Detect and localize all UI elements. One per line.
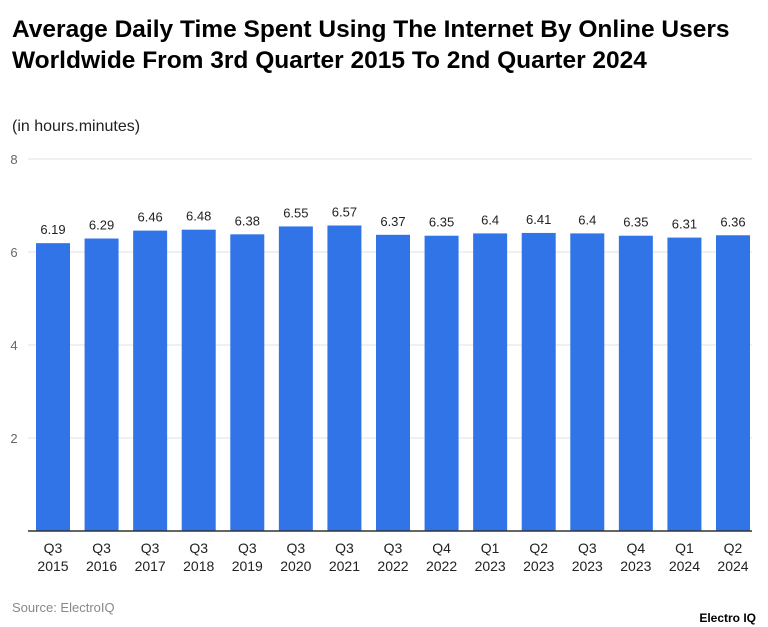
x-tick-label: 2024 [717,558,748,574]
bar [424,235,459,531]
bar [618,235,653,531]
bar [230,234,265,531]
data-label: 6.29 [89,218,114,233]
x-tick-label: Q2 [724,540,743,556]
data-label: 6.31 [672,217,697,232]
x-tick-label: 2020 [280,558,311,574]
x-tick-label: Q2 [529,540,548,556]
data-label: 6.35 [623,215,648,230]
x-tick-label: 2015 [37,558,68,574]
x-tick-label: 2016 [86,558,117,574]
data-label: 6.41 [526,212,551,227]
source-note: Source: ElectroIQ [12,600,115,615]
x-tick-label: Q3 [578,540,597,556]
y-tick-label: 6 [10,245,17,260]
bar [36,243,70,532]
x-tick-label: Q3 [384,540,403,556]
x-tick-label: 2017 [135,558,166,574]
x-tick-label: Q4 [432,540,451,556]
y-tick-label: 8 [10,152,17,167]
x-tick-label: Q4 [627,540,646,556]
x-tick-label: Q3 [141,540,160,556]
data-label: 6.4 [578,212,596,227]
x-tick-label: Q1 [481,540,500,556]
bar [473,233,508,531]
data-label: 6.35 [429,215,454,230]
bar [521,232,556,531]
bar [667,237,702,531]
data-label: 6.37 [380,214,405,229]
x-tick-label: 2018 [183,558,214,574]
x-tick-label: Q3 [335,540,354,556]
x-tick-label: 2019 [232,558,263,574]
bar [181,229,216,531]
x-tick-label: 2024 [669,558,700,574]
bar-chart: 2 4 6 8 6.19 Q3 2015 6.29 Q3 2016 6.46 Q3 2017 6.48 Q3… [10,152,752,574]
x-tick-label: Q3 [238,540,257,556]
x-tick-label: 2022 [426,558,457,574]
x-tick-label: 2023 [620,558,651,574]
chart-title: Average Daily Time Spent Using The Inter… [12,16,730,74]
x-tick-label: 2023 [572,558,603,574]
x-tick-label: Q3 [287,540,306,556]
x-tick-label: 2023 [523,558,554,574]
data-label: 6.55 [283,205,308,220]
data-label: 6.38 [235,213,260,228]
data-label: 6.4 [481,212,499,227]
data-label: 6.46 [137,210,162,225]
x-tick-label: Q1 [675,540,694,556]
data-label: 6.48 [186,209,211,224]
x-tick-label: Q3 [189,540,208,556]
bar [278,226,313,532]
brand-logo: Electro IQ [699,611,756,625]
y-tick-label: 4 [10,338,17,353]
bar [84,238,119,531]
x-tick-label: Q3 [44,540,63,556]
bar [570,233,605,531]
bar [716,235,750,531]
x-tick-label: Q3 [92,540,111,556]
data-label: 6.19 [40,222,65,237]
x-tick-label: 2023 [475,558,506,574]
chart-subtitle: (in hours.minutes) [12,118,141,135]
x-tick-label: 2022 [377,558,408,574]
y-tick-label: 2 [10,431,17,446]
x-tick-label: 2021 [329,558,360,574]
data-label: 6.57 [332,204,357,219]
data-label: 6.36 [720,214,745,229]
bar [133,230,168,532]
bar [376,234,410,532]
bar [327,225,362,531]
